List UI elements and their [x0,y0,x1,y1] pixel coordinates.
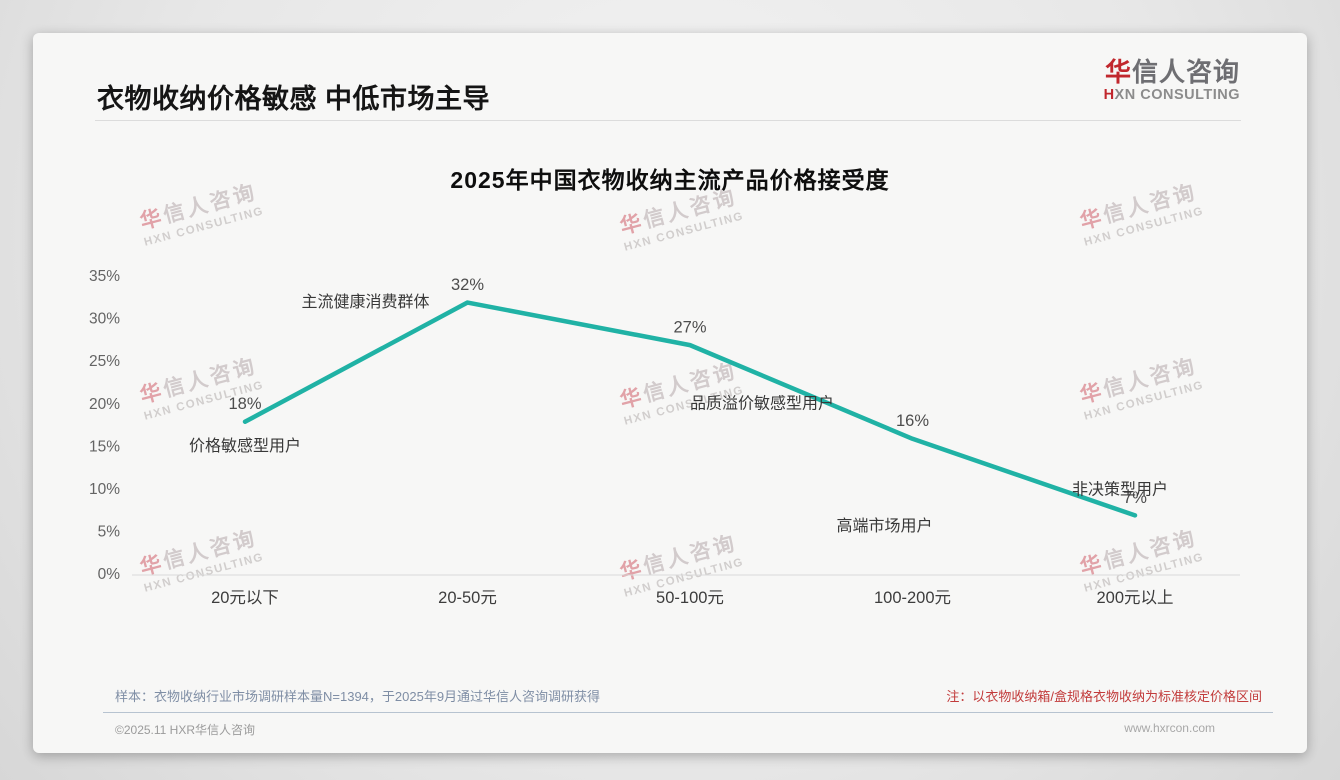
logo-chinese-name: 华信人咨询 [1104,57,1240,87]
annotation-label: 非决策型用户 [1072,481,1168,499]
y-axis-tick-label: 0% [98,566,121,583]
annotation-label: 主流健康消费群体 [301,293,429,311]
price-definition-note: 注：以衣物收纳箱/盒规格衣物收纳为标准核定价格区间 [946,689,1262,704]
header-divider [95,120,1241,121]
x-category-label: 20-50元 [438,589,497,607]
company-logo: 华信人咨询 HXN CONSULTING [1104,57,1240,103]
chart-title: 2025年中国衣物收纳主流产品价格接受度 [450,167,890,193]
website-url: www.hxrcon.com [1124,721,1215,735]
slide: 华信人咨询 HXN CONSULTING 华信人咨询 HXN CONSULTING 华信… [33,33,1307,753]
annotation-label: 价格敏感型用户 [189,437,301,455]
data-point-label: 27% [673,318,706,336]
sample-note: 样本：衣物收纳行业市场调研样本量N=1394，于2025年9月通过华信人咨询调研… [115,689,601,704]
logo-en-accent-char: H [1103,87,1115,104]
data-point-label: 16% [896,412,929,430]
x-category-label: 200元以上 [1096,588,1173,607]
copyright: ©2025.11 HXR华信人咨询 [115,723,255,737]
footer-divider [103,712,1273,713]
y-axis-tick-label: 15% [89,438,120,455]
y-axis-tick-label: 35% [89,268,120,285]
x-category-label: 20元以下 [211,589,279,607]
y-axis-tick-label: 10% [89,481,120,498]
y-axis-tick-label: 25% [89,353,120,370]
data-point-label: 18% [228,395,261,413]
x-category-label: 50-100元 [656,589,724,607]
annotation-label: 高端市场用户 [836,517,932,535]
data-point-label: 7% [1123,489,1147,507]
annotation-label: 品质溢价敏感型用户 [690,394,834,412]
logo-accent-char: 华 [1104,57,1132,87]
logo-en-rest: XN CONSULTING [1114,87,1240,104]
y-axis-tick-label: 30% [89,311,120,328]
data-point-label: 32% [451,276,484,294]
price-acceptance-chart: 35% 30% 25% 20% 15% 10% 5% 0% 20元以下 20-50元 50-100元… [89,268,1240,607]
y-axis-tick-label: 5% [98,524,121,541]
page-title: 衣物收纳价格敏感 中低市场主导 [97,84,491,114]
logo-english-name: HXN CONSULTING [1104,87,1240,103]
y-axis-tick-label: 20% [89,396,120,413]
trend-line [242,300,1138,518]
logo-name-rest: 信人咨询 [1131,57,1240,87]
x-category-label: 100-200元 [874,589,951,607]
